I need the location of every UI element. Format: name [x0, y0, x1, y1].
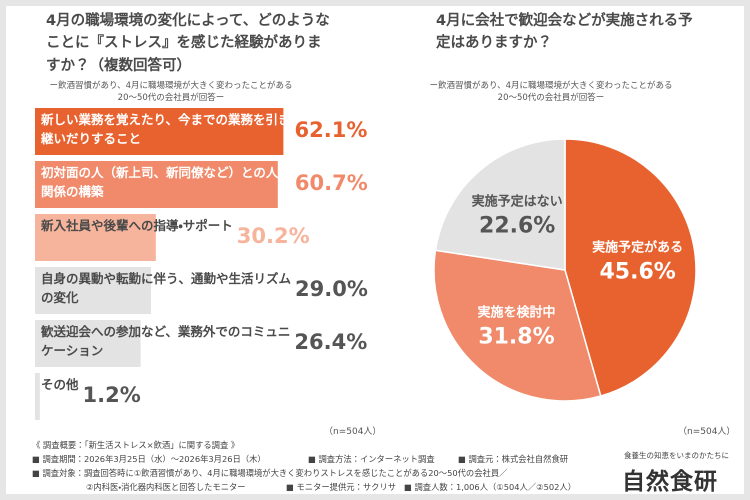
slice-label: 実施を検討中	[477, 305, 556, 321]
survey-source: ■ 調査元：株式会社自然食研	[458, 454, 569, 464]
chart-subtitle: ー飲酒習慣があり、4月に職場環境が大きく変わったことがある20～50代の会社員が…	[49, 81, 293, 104]
pie-slice	[433, 249, 602, 402]
slice-value: 22.6%	[479, 213, 556, 239]
chart-title: 4月の職場環境の変化によって、どのようなことに『ストレス』を感じた経験があります…	[46, 13, 330, 74]
value-label: 60.7%	[294, 171, 368, 195]
survey-period: ■ 調査期間：2026年3月25日（水）～2026年3月26日（木）	[32, 454, 266, 464]
logo-tagline: 食養生の知恵をいまのかたちに	[624, 451, 729, 460]
pie-slice	[564, 138, 697, 397]
chart-title: 4月に会社で歓迎会などが実施される予定はありますか？	[436, 13, 693, 52]
category-label: 歓送迎会への参加など、業務外でのコミュニケーション	[41, 324, 291, 359]
pie-slice	[434, 138, 566, 271]
category-label: 自身の異動や転勤に伴う、通勤や生活リズムの変化	[41, 271, 292, 306]
sample-note: （n=504人）	[324, 427, 382, 437]
value-label: 29.0%	[295, 277, 368, 301]
survey-target: ■ 調査対象：調査回答時に①飲酒習慣があり、4月に職場環境が大きく変わりストレス…	[32, 468, 508, 478]
value-label: 62.1%	[294, 118, 368, 142]
sample-note: （n=504人）	[678, 427, 736, 437]
slice-label: 実施予定がある	[592, 240, 684, 256]
bar	[35, 214, 156, 261]
survey-method: ■ 調査方法：インターネット調査	[308, 454, 435, 464]
slice-label: 実施予定はない	[471, 194, 563, 210]
survey-provider: ■ モニター提供元：サクリサ	[286, 482, 397, 492]
value-label: 1.2%	[82, 383, 141, 407]
slice-value: 31.8%	[478, 324, 555, 350]
category-label: その他	[41, 377, 79, 392]
category-label: 新入社員や後輩への指導・サポート	[41, 218, 233, 233]
logo: 自然食研	[622, 468, 718, 495]
category-label: 初対面の人（新上司、新同僚など）との人間関係の構築	[41, 165, 291, 200]
bar	[35, 267, 151, 314]
bar	[35, 108, 284, 155]
survey-count: ■ 調査人数：1,006人（①504人／②502人）	[404, 482, 577, 492]
slice-value: 45.6%	[599, 259, 676, 285]
survey-target: ②内科医・消化器内科医と回答したモニター	[86, 482, 246, 492]
value-label: 30.2%	[236, 224, 310, 248]
category-label: 新しい業務を覚えたり、今までの業務を引き継いだりすること	[41, 112, 291, 147]
survey-heading: 《 調査概要：「新生活ストレス×飲酒」に関する調査 》	[32, 440, 240, 450]
bar	[35, 373, 40, 420]
bar	[35, 320, 141, 367]
chart-subtitle: ー飲酒習慣があり、4月に職場環境が大きく変わったことがある20～50代の会社員が…	[429, 81, 673, 104]
chart-canvas	[35, 108, 697, 420]
value-label: 26.4%	[294, 330, 368, 354]
bar	[35, 161, 278, 208]
